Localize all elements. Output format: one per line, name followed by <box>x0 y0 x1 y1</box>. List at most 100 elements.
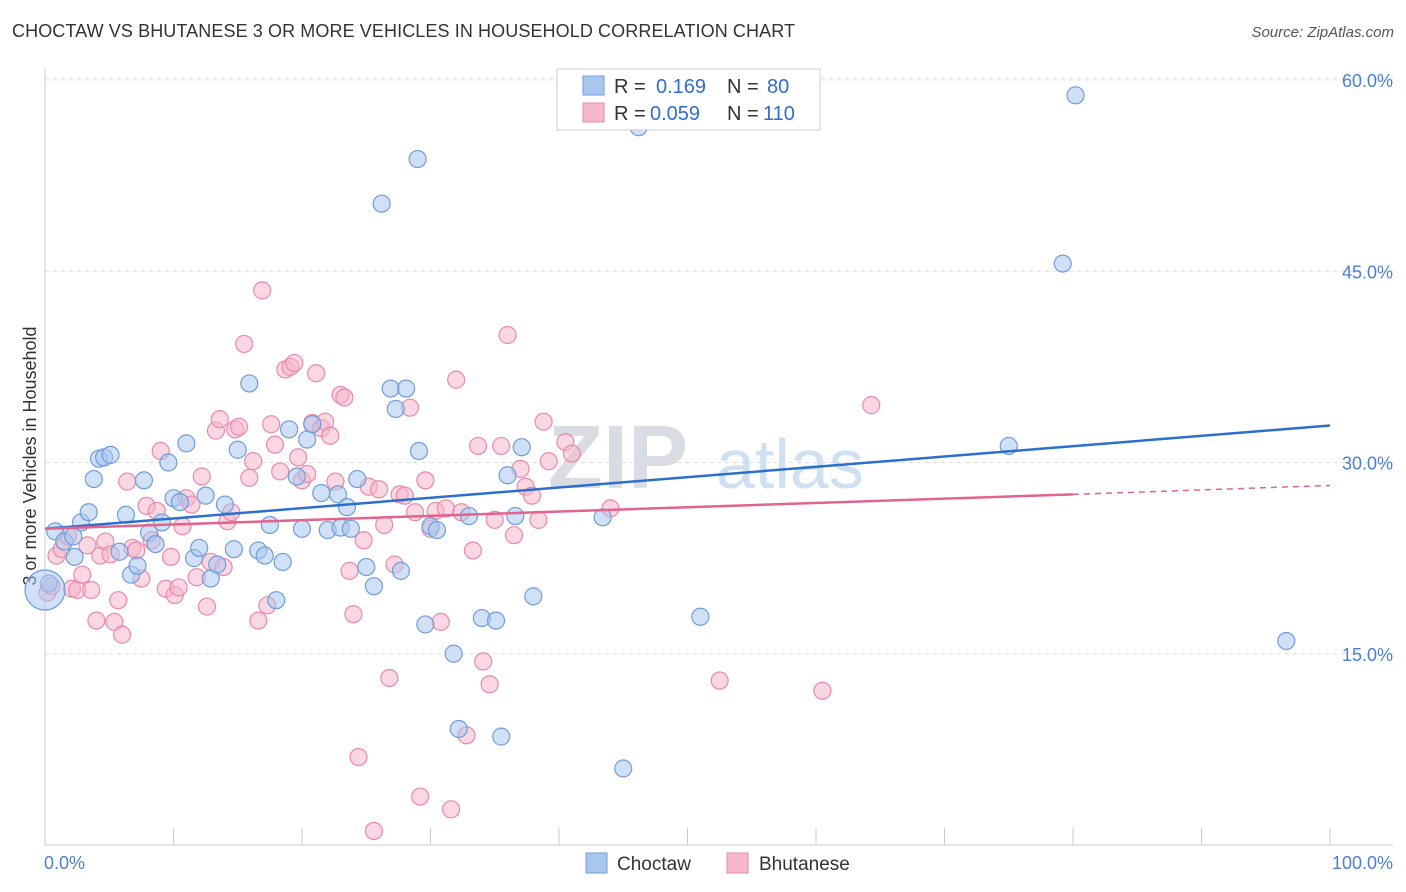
legend-r-label-bhutanese: R = <box>614 103 646 125</box>
x-tick-label-max: 100.0% <box>1332 853 1393 873</box>
x-tick-label-min: 0.0% <box>44 853 85 873</box>
grid <box>45 77 1393 655</box>
bhutanese-point <box>485 510 504 529</box>
choctaw-point <box>391 561 411 580</box>
y-tick-label: 15.0% <box>1342 645 1393 665</box>
choctaw-point <box>486 611 506 630</box>
bhutanese-point <box>380 668 399 688</box>
axes <box>44 68 1393 846</box>
bhutanese-point <box>229 417 249 436</box>
bhutanese-point <box>249 611 268 630</box>
choctaw-point <box>614 759 633 778</box>
bottom-legend-bhutanese: Bhutanese <box>759 854 850 875</box>
bhutanese-point <box>411 787 430 806</box>
choctaw-point <box>177 434 196 453</box>
choctaw-point <box>386 399 405 419</box>
legend-n-value-bhutanese: 110 <box>763 103 795 125</box>
bhutanese-point <box>354 531 373 550</box>
bhutanese-point <box>253 281 272 300</box>
bhutanese-point <box>169 578 188 597</box>
bhutanese-point <box>364 821 384 841</box>
bhutanese-point <box>539 452 558 471</box>
choctaw-point <box>224 540 243 559</box>
bhutanese-point <box>534 412 553 431</box>
choctaw-point <box>128 556 147 575</box>
choctaw-point <box>287 467 306 486</box>
bhutanese-point <box>504 526 524 545</box>
choctaw-point <box>449 719 468 739</box>
bhutanese-point <box>235 334 254 354</box>
legend: R = 0.169 N = 80 R = 0.059 N = 110 <box>556 68 821 131</box>
bhutanese-point <box>289 448 308 467</box>
choctaw-point <box>337 498 357 517</box>
bhutanese-point <box>262 415 281 434</box>
source-credit: Source: ZipAtlas.com <box>1251 24 1394 41</box>
bottom-legend-choctaw: Choctaw <box>617 854 691 875</box>
choctaw-point <box>152 513 172 532</box>
bhutanese-point <box>87 611 106 630</box>
choctaw-point <box>146 534 165 554</box>
choctaw-point <box>396 379 416 398</box>
bhutanese-point <box>161 547 181 566</box>
choctaw-point <box>228 440 247 459</box>
choctaw-point <box>159 453 178 472</box>
bhutanese-point <box>529 510 548 529</box>
bhutanese-point <box>522 486 542 505</box>
choctaw-point <box>196 486 215 505</box>
bhutanese-point <box>405 503 425 522</box>
bhutanese-point <box>498 325 517 345</box>
bhutanese-point <box>562 444 581 463</box>
choctaw-point <box>110 542 129 561</box>
bhutanese-point <box>468 436 488 456</box>
bhutanese-point <box>73 565 92 584</box>
choctaw-point <box>65 547 84 566</box>
choctaw-point <box>381 379 400 398</box>
bhutanese-point <box>271 462 290 481</box>
x-ticks <box>44 828 1331 845</box>
y-axis-label: 3 or more Vehicles in Household <box>20 326 40 585</box>
bhutanese-point <box>127 541 146 560</box>
bhutanese-point <box>210 410 229 429</box>
y-tick-label: 30.0% <box>1342 454 1393 474</box>
choctaw-point <box>267 591 286 610</box>
choctaw-point <box>273 552 292 572</box>
legend-r-value-bhutanese: 0.059 <box>650 103 700 125</box>
choctaw-point <box>24 569 66 611</box>
choctaw-point <box>280 420 299 439</box>
bhutanese-point <box>118 472 137 491</box>
bhutanese-point <box>349 747 368 767</box>
bhutanese-point <box>78 536 97 555</box>
bhutanese-point <box>244 452 263 471</box>
choctaw-point <box>459 506 479 526</box>
bhutanese-point <box>344 605 363 624</box>
bhutanese-point <box>447 370 466 389</box>
bhutanese-trend-line <box>44 493 1074 531</box>
choctaw-point <box>190 538 209 558</box>
choctaw-point <box>134 471 154 490</box>
choctaw-point <box>215 495 234 514</box>
legend-r-value-choctaw: 0.169 <box>656 76 706 98</box>
bhutanese-point <box>265 435 285 454</box>
choctaw-point <box>444 644 463 663</box>
choctaw-point <box>524 587 543 606</box>
legend-n-label-choctaw: N = <box>727 76 759 98</box>
bhutanese-point <box>710 671 729 690</box>
choctaw-point <box>498 466 517 485</box>
bottom-legend: Choctaw Bhutanese <box>585 852 850 875</box>
choctaw-point <box>593 508 612 527</box>
choctaw-point <box>691 607 710 626</box>
legend-swatch-choctaw <box>582 75 605 96</box>
choctaw-point <box>506 506 525 526</box>
trend-lines <box>44 424 1331 531</box>
legend-r-label-choctaw: R = <box>614 76 646 98</box>
bhutanese-point <box>480 675 499 694</box>
choctaw-point <box>1277 631 1296 651</box>
bhutanese-point <box>240 468 259 487</box>
bhutanese-point <box>82 580 101 600</box>
choctaw-point <box>101 445 120 464</box>
choctaw-point <box>303 415 322 434</box>
bhutanese-point <box>474 652 493 671</box>
choctaw-point <box>79 503 98 522</box>
bottom-legend-swatch-bhutanese <box>726 852 749 874</box>
bhutanese-point <box>463 541 483 560</box>
